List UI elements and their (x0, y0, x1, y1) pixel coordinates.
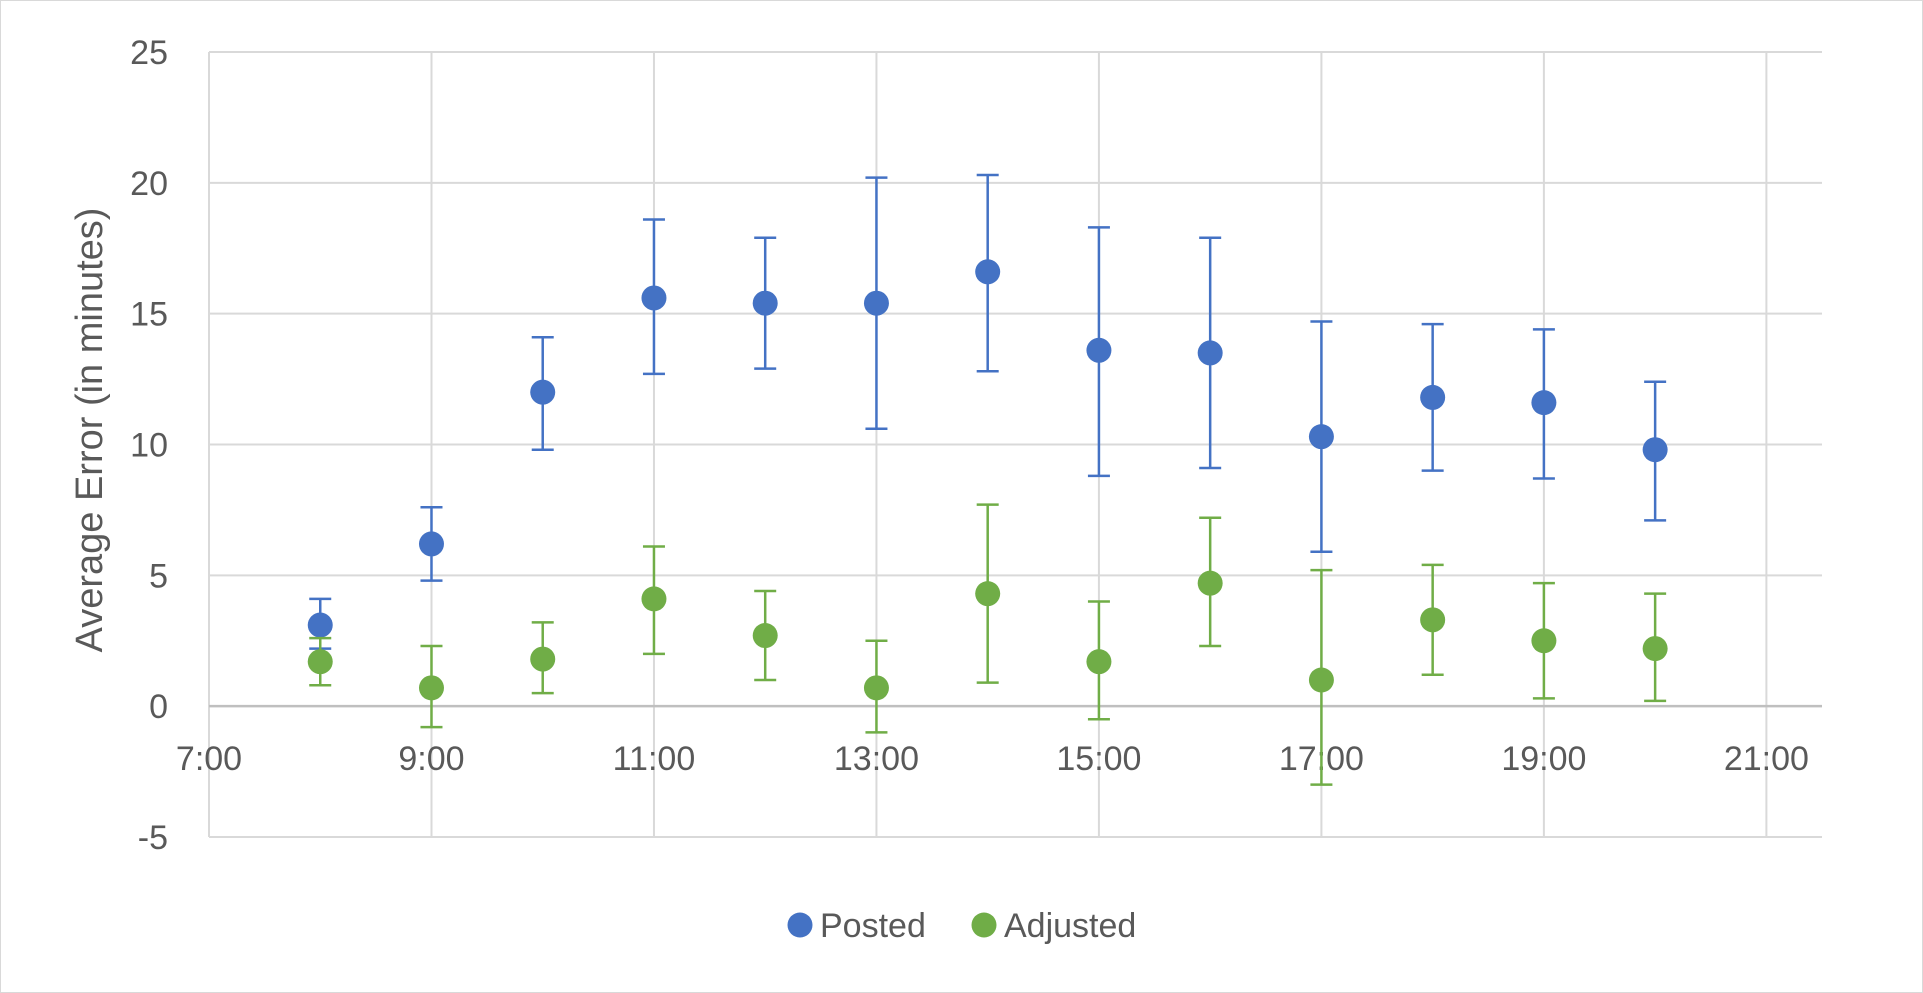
data-point (530, 646, 556, 672)
gridlines (208, 51, 1822, 838)
x-tick-label: 13:00 (834, 740, 919, 778)
y-tick-label: -5 (138, 819, 168, 857)
y-tick-labels: -5 0 5 10 15 20 25 (130, 34, 168, 857)
data-point (641, 285, 667, 311)
y-tick-label: 10 (130, 427, 168, 465)
data-point (530, 379, 556, 405)
x-tick-label: 9:00 (398, 740, 464, 778)
data-point (752, 623, 778, 649)
data-point (418, 531, 444, 557)
y-tick-label: 15 (130, 296, 168, 334)
y-tick-label: 0 (149, 688, 168, 726)
data-point (1531, 390, 1557, 416)
data-point (1086, 337, 1112, 363)
x-tick-labels: 7:00 9:00 11:00 13:00 15:00 17:00 19:00 21:00 (176, 740, 1809, 778)
x-tick-label: 11:00 (613, 740, 696, 778)
data-point (975, 581, 1001, 607)
data-point (1420, 607, 1446, 633)
data-point (863, 290, 889, 316)
series-adjusted (307, 503, 1668, 786)
data-point (752, 290, 778, 316)
data-series (307, 173, 1668, 786)
data-point (1086, 649, 1112, 675)
data-point (1197, 570, 1223, 596)
data-point (863, 675, 889, 701)
data-point (418, 675, 444, 701)
y-axis-title: Average Error (in minutes) (69, 208, 111, 653)
legend-marker (787, 912, 813, 938)
data-point (307, 649, 333, 675)
data-point (1197, 340, 1223, 366)
x-tick-label: 7:00 (176, 740, 242, 778)
x-tick-label: 15:00 (1056, 740, 1141, 778)
data-point (1420, 384, 1446, 410)
y-tick-label: 20 (130, 165, 168, 203)
data-point (1308, 424, 1334, 450)
data-point (1308, 667, 1334, 693)
legend-label: Adjusted (1004, 907, 1136, 945)
data-point (1642, 636, 1668, 662)
data-point (641, 586, 667, 612)
legend-item-adjusted: Adjusted (971, 907, 1136, 945)
x-tick-label: 19:00 (1501, 740, 1586, 778)
legend-label: Posted (820, 907, 926, 945)
series-posted (307, 173, 1668, 650)
y-tick-label: 25 (130, 34, 168, 72)
data-point (975, 259, 1001, 285)
legend-marker (971, 912, 997, 938)
data-point (1642, 437, 1668, 463)
y-tick-label: 5 (149, 557, 168, 595)
data-point (307, 612, 333, 638)
x-tick-label: 21:00 (1724, 740, 1809, 778)
data-point (1531, 628, 1557, 654)
legend-item-posted: Posted (787, 907, 926, 945)
legend: Posted Adjusted (787, 907, 1136, 945)
